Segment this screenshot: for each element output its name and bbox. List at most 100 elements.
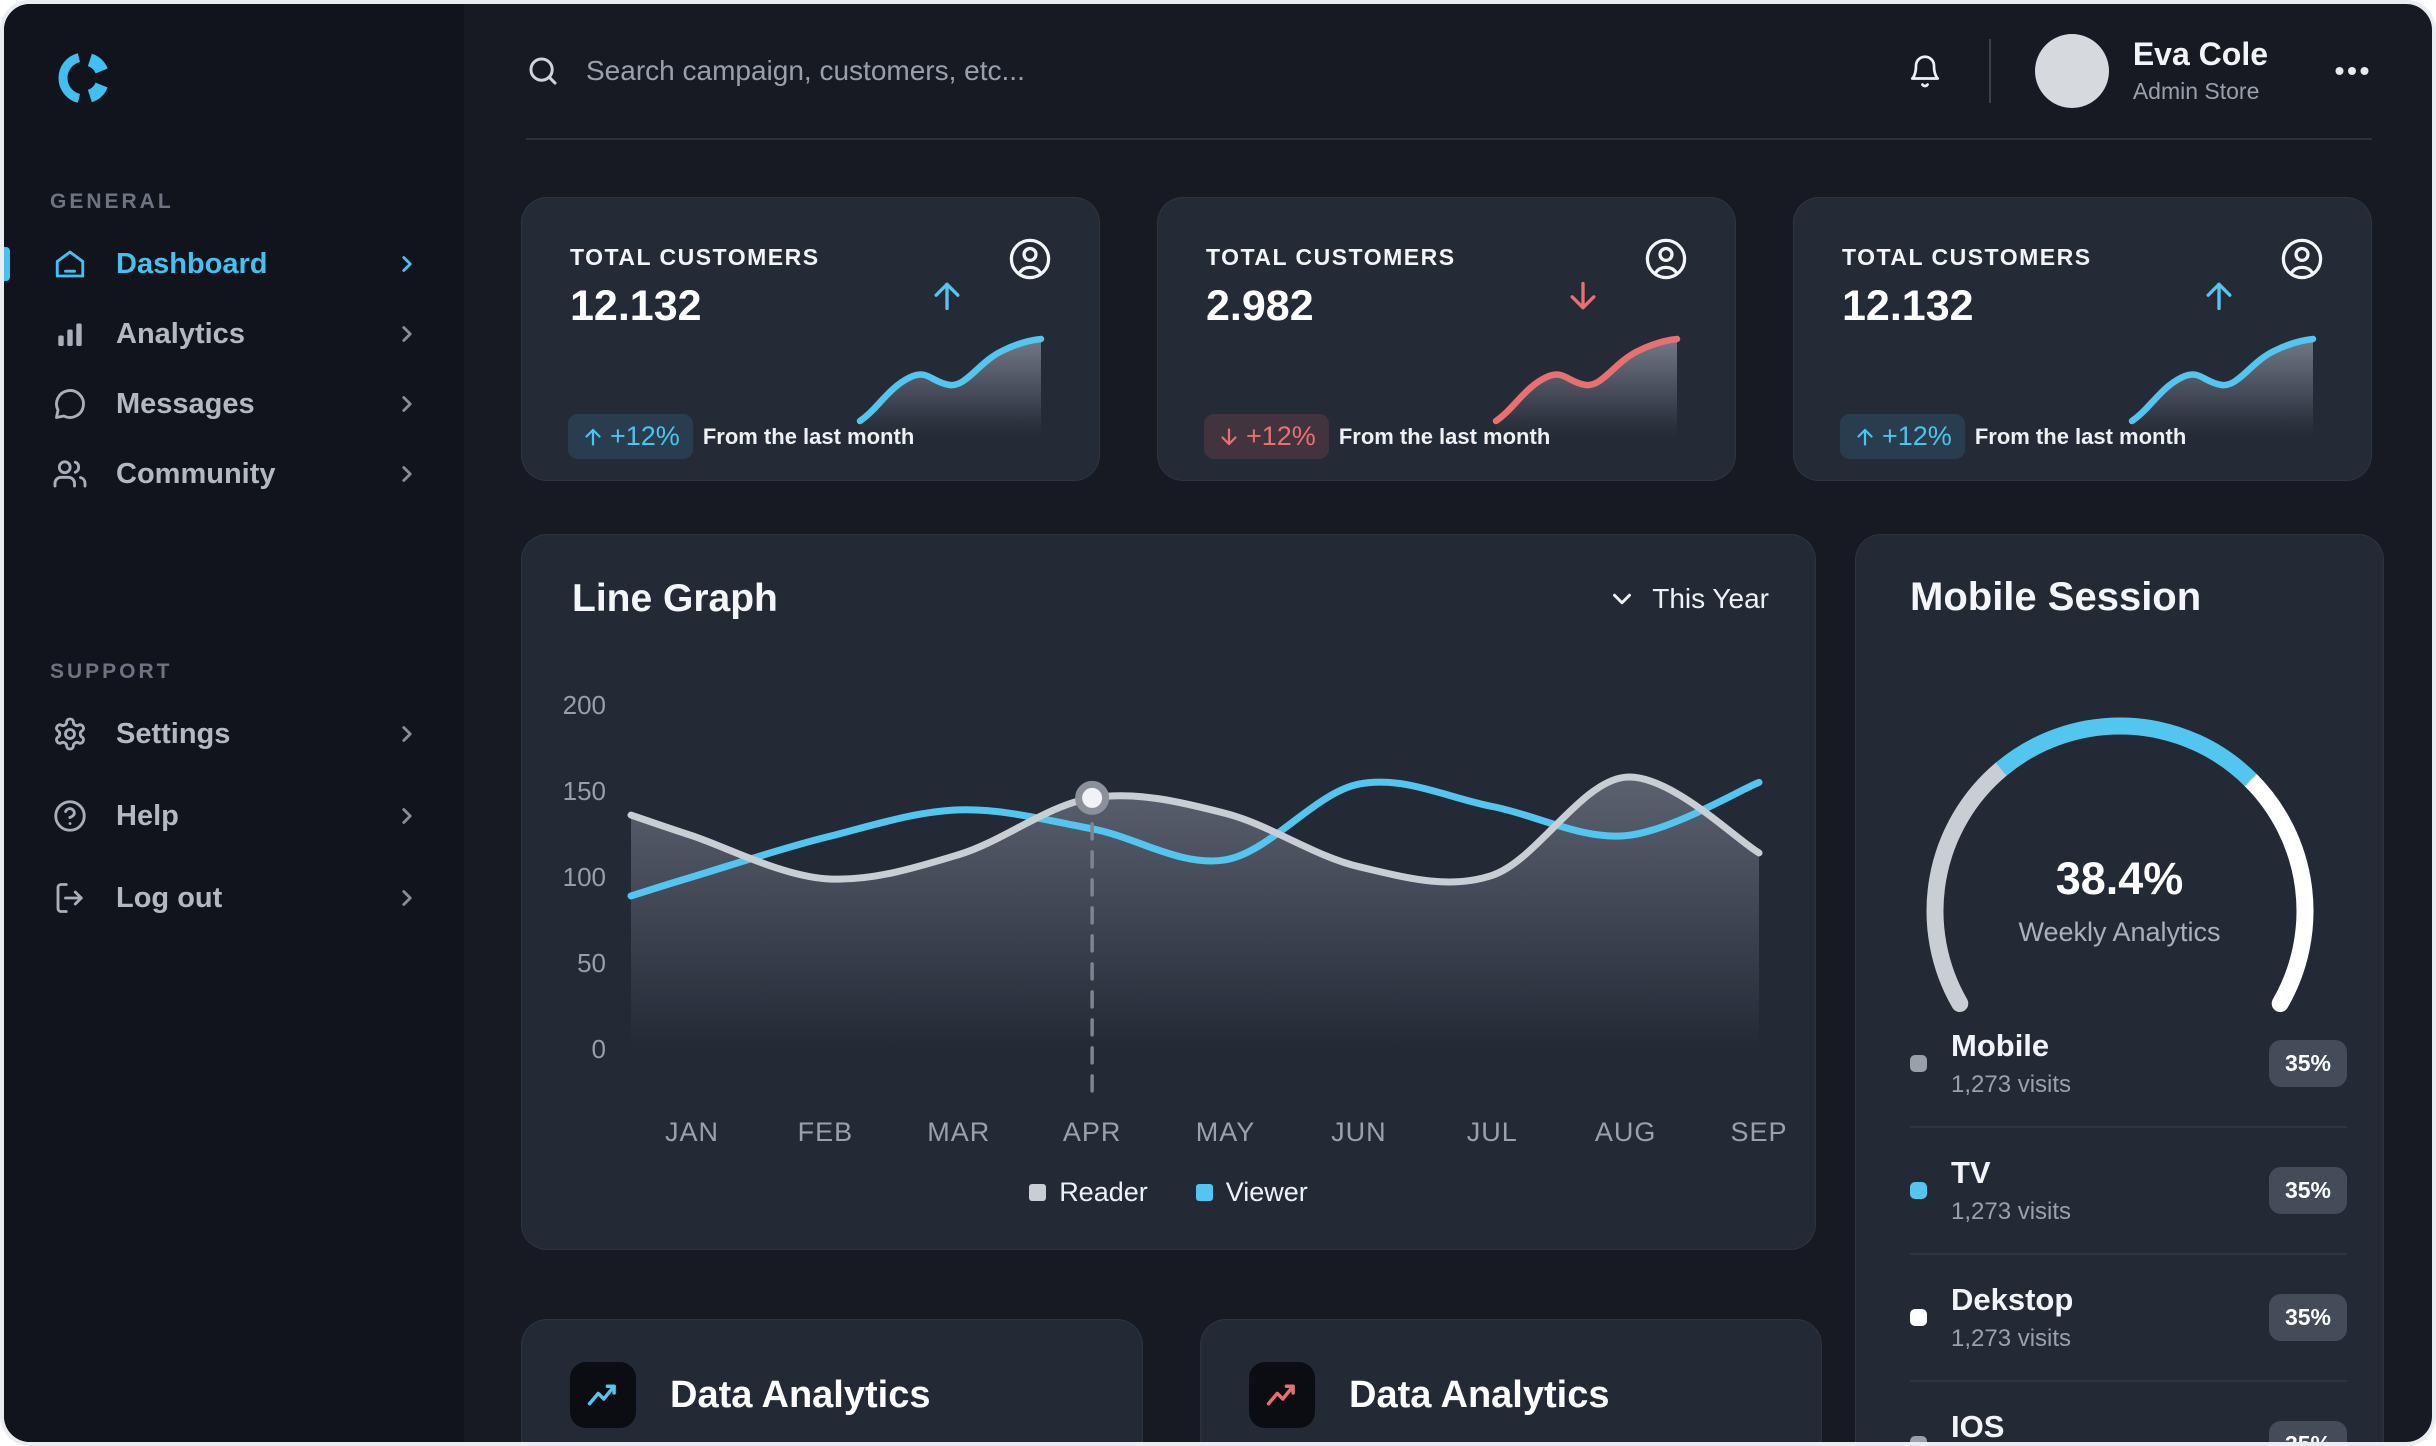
session-visits: 1,273 visits — [1951, 1071, 2072, 1098]
legend-item-viewer: Viewer — [1195, 1177, 1308, 1208]
sidebar-item-messages[interactable]: Messages — [4, 370, 464, 438]
stat-card-caption: From the last month — [702, 423, 915, 449]
arrow-up-icon — [934, 282, 960, 311]
session-label: TV — [1951, 1155, 1991, 1190]
search-input[interactable] — [584, 54, 1304, 88]
session-bullet — [1910, 1309, 1927, 1326]
stat-card-total-customers: TOTAL CUSTOMERS 2.982 +12% From the last… — [1157, 197, 1736, 481]
user-circle-icon — [1009, 238, 1051, 280]
sidebar-item-label: Dashboard — [116, 247, 268, 280]
chart-marker[interactable] — [1075, 780, 1110, 815]
sparkline-chart — [1492, 335, 1681, 438]
trend-zigzag-icon — [587, 1384, 616, 1406]
sidebar-item-log-out[interactable]: Log out — [4, 864, 464, 932]
data-analytics-card: Data Analytics — [521, 1319, 1143, 1442]
notification-bell-button[interactable] — [1907, 53, 1943, 89]
sidebar-item-label: Community — [116, 457, 276, 490]
active-indicator — [4, 247, 10, 281]
line-graph-card: Line Graph This Year 200 150 100 50 0 JAN FEB M… — [521, 534, 1816, 1250]
stat-card-total-customers: TOTAL CUSTOMERS 12.132 +12% From the las… — [1793, 197, 2372, 481]
analytics-iconbox — [570, 1362, 636, 1428]
sidebar-item-label: Help — [116, 799, 179, 832]
sidebar-item-label: Settings — [116, 717, 231, 750]
chevron-right-icon — [402, 396, 412, 412]
app-logo — [52, 46, 116, 110]
svg-text:JAN: JAN — [665, 1117, 719, 1147]
gauge-value: 38.4% — [2055, 853, 2184, 904]
nav-section-general: GENERAL Dashboard Analytics Messages Com… — [4, 190, 464, 508]
svg-text:FEB: FEB — [798, 1117, 854, 1147]
mobile-session-title: Mobile Session — [1910, 575, 2202, 619]
gauge-chart — [1926, 717, 2314, 1012]
svg-text:150: 150 — [563, 776, 606, 806]
sidebar-nav: GENERAL Dashboard Analytics Messages Com… — [4, 190, 464, 946]
range-select[interactable]: This Year — [1607, 583, 1769, 615]
mobile-session-card: Mobile Session 38.4% Weekly Analytics Mo… — [1855, 534, 2384, 1442]
trend-badge: +12% — [1840, 414, 1965, 459]
session-info: TV 1,273 visits — [1951, 1155, 2269, 1226]
data-analytics-card: Data Analytics — [1200, 1319, 1822, 1442]
line-chart: 200 150 100 50 0 JAN FEB MAR APR MAY JUN JUL AUG SEP — [563, 690, 1787, 1147]
session-bullet — [1910, 1055, 1927, 1072]
svg-text:MAY: MAY — [1196, 1117, 1256, 1147]
session-visits: 1,273 visits — [1951, 1325, 2072, 1352]
legend-swatch — [1195, 1184, 1213, 1201]
trend-badge: +12% — [568, 414, 693, 459]
topbar-right: Eva Cole Admin Store — [1907, 34, 2372, 108]
sidebar-item-dashboard[interactable]: Dashboard — [4, 230, 464, 298]
session-info: IOS 1,273 visits — [1951, 1409, 2269, 1442]
user-circle-icon — [2281, 238, 2323, 280]
sparkline-chart — [856, 335, 1045, 438]
chevron-right-icon — [402, 890, 412, 906]
sidebar-item-label: Messages — [116, 387, 255, 420]
analytics-iconbox — [1249, 1362, 1315, 1428]
legend-label: Reader — [1059, 1177, 1148, 1207]
sidebar-item-community[interactable]: Community — [4, 440, 464, 508]
svg-text:0: 0 — [592, 1034, 606, 1064]
user-circle-icon — [1645, 238, 1687, 280]
sidebar-item-label: Analytics — [116, 317, 245, 350]
search-bar[interactable] — [526, 54, 1907, 88]
bar-chart-icon — [58, 323, 82, 346]
session-share-badge: 35% — [2268, 1040, 2347, 1087]
session-row-dekstop: Dekstop 1,273 visits 35% — [1910, 1255, 2347, 1382]
sidebar-item-settings[interactable]: Settings — [4, 700, 464, 768]
more-options-button[interactable] — [2332, 51, 2372, 91]
session-label: Dekstop — [1951, 1282, 2074, 1317]
bottom-cards-row: Data Analytics Data Analytics — [521, 1319, 1822, 1442]
range-label: This Year — [1652, 583, 1769, 614]
arrow-down-icon — [1570, 281, 1596, 310]
home-icon — [55, 250, 85, 278]
sidebar-item-label: Log out — [116, 881, 223, 914]
stat-card-caption: From the last month — [1338, 423, 1551, 449]
trend-change: +12% — [610, 421, 680, 451]
arrow-down-icon — [1221, 427, 1237, 445]
line-graph-title: Line Graph — [572, 577, 778, 620]
sidebar-item-analytics[interactable]: Analytics — [4, 300, 464, 368]
nav-section-label: GENERAL — [50, 190, 174, 213]
session-bullet — [1910, 1182, 1927, 1199]
chevron-right-icon — [402, 726, 412, 742]
data-analytics-title: Data Analytics — [1349, 1373, 1610, 1416]
chevron-right-icon — [402, 466, 412, 482]
sidebar-item-help[interactable]: Help — [4, 782, 464, 850]
svg-text:AUG: AUG — [1595, 1117, 1657, 1147]
main-area: Eva Cole Admin Store TOTAL CUSTOMERS 12.… — [464, 4, 2432, 1442]
stat-card-label: TOTAL CUSTOMERS — [570, 244, 820, 270]
search-icon — [526, 54, 560, 88]
chevron-right-icon — [402, 808, 412, 824]
avatar[interactable] — [2034, 34, 2109, 108]
topbar-divider — [526, 138, 2372, 140]
user-name: Eva Cole — [2132, 36, 2268, 73]
svg-text:JUN: JUN — [1331, 1117, 1387, 1147]
logout-icon — [56, 883, 83, 913]
stat-card-label: TOTAL CUSTOMERS — [1842, 244, 2092, 270]
chevron-right-icon — [402, 256, 412, 272]
svg-text:APR: APR — [1063, 1117, 1122, 1147]
legend-item-reader: Reader — [1029, 1177, 1148, 1208]
topbar: Eva Cole Admin Store — [526, 4, 2372, 138]
session-share-badge: 35% — [2268, 1294, 2347, 1341]
help-icon — [54, 800, 86, 832]
session-visits: 1,273 visits — [1951, 1198, 2072, 1225]
